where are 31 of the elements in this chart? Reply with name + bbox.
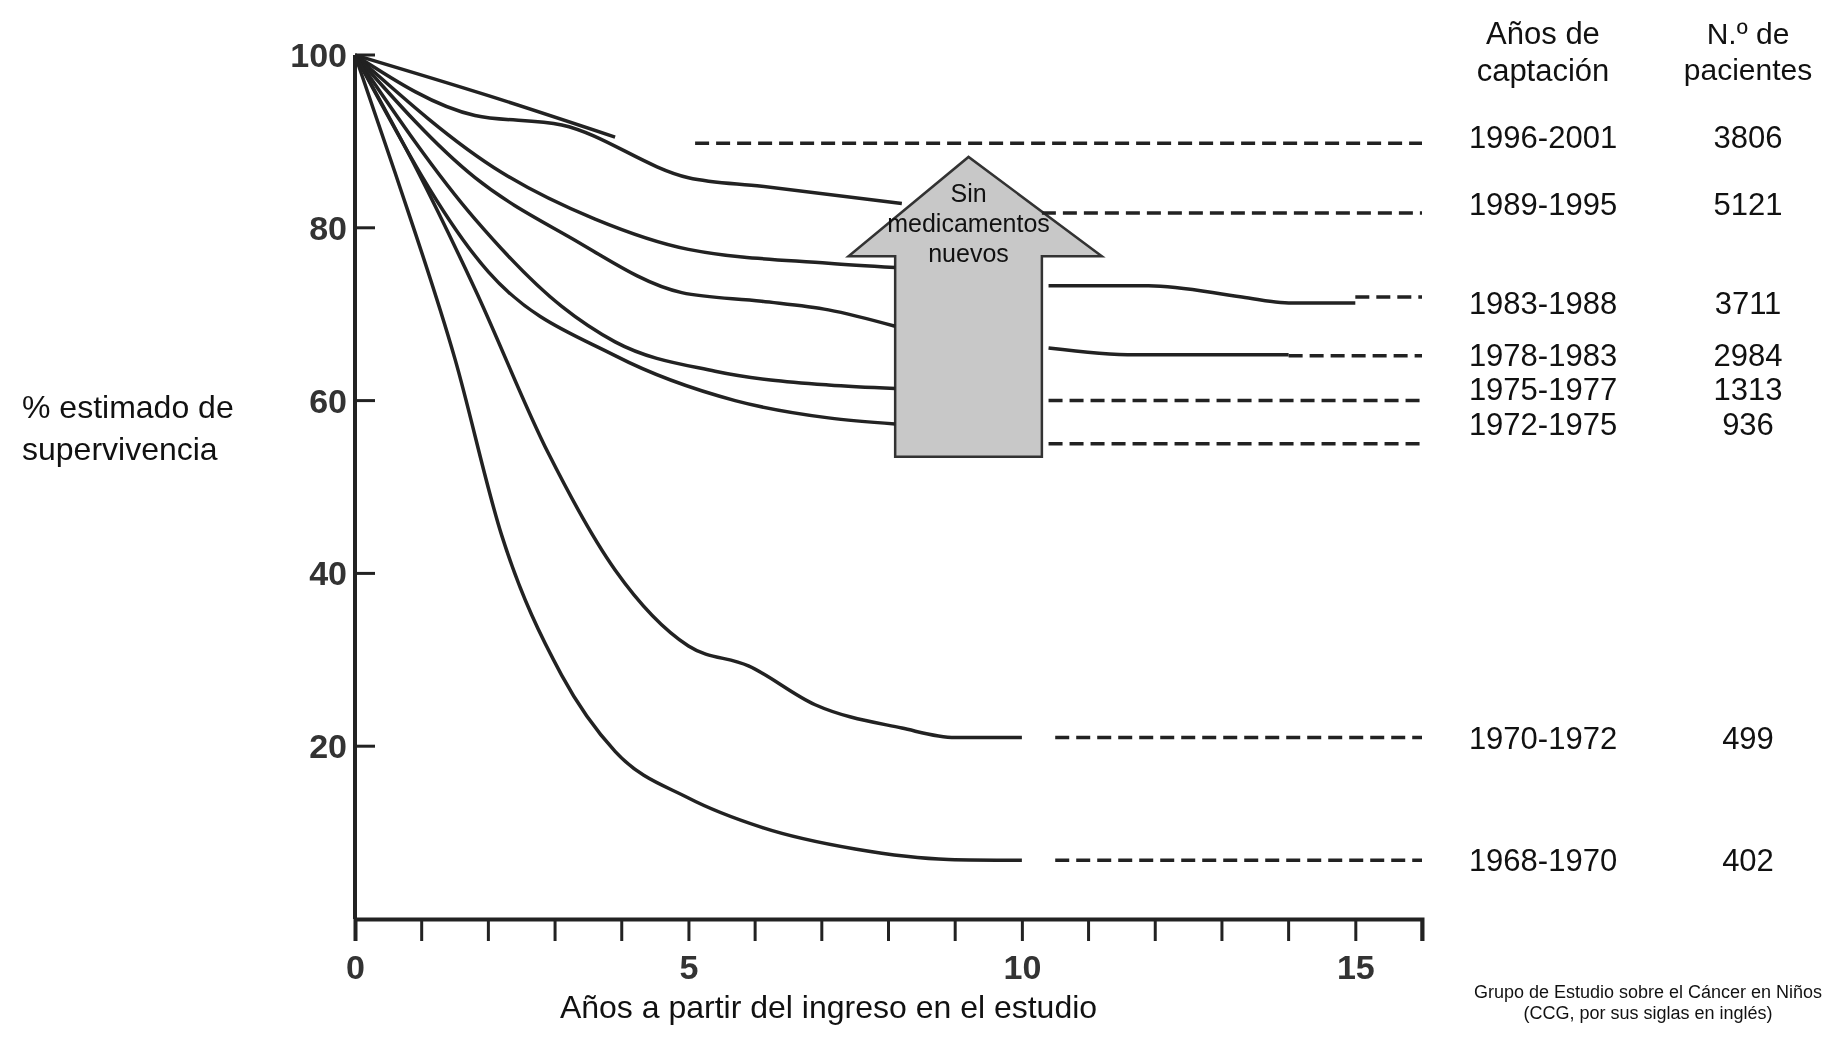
y-tick-label: 60 (309, 381, 347, 420)
text: 5121 (1713, 186, 1783, 222)
text: 1975-1977 (1468, 371, 1618, 407)
text: 402 (1722, 843, 1774, 879)
y-tick-label: 100 (290, 36, 347, 74)
y-tick-label: 20 (309, 727, 347, 766)
text: Grupo de Estudio sobre el Cáncer en Niños (CCG, por sus siglas en inglés) (1473, 982, 1823, 1023)
annotation: Sin medicamentos nuevos (887, 178, 1050, 267)
text: 1970-1972 (1468, 720, 1618, 756)
x-tick-label: 15 (1336, 948, 1375, 987)
x-tick-label: 0 (346, 948, 365, 987)
text: 1972-1975 (1468, 406, 1618, 442)
text: 3711 (1714, 285, 1782, 321)
text: 1996-2001 (1468, 120, 1618, 156)
x-axis-title: Años a partir del ingreso en el estudio (559, 989, 1098, 1025)
x-tick-label: 5 (679, 948, 699, 987)
text: 1989-1995 (1468, 186, 1618, 222)
y-axis-title: % estimado de supervivencia (22, 389, 234, 467)
x-tick-label: 10 (1003, 948, 1042, 987)
y-tick-label: 40 (309, 554, 347, 593)
text: 1983-1988 (1468, 285, 1618, 321)
text: 499 (1722, 720, 1774, 756)
text: 2984 (1713, 337, 1783, 373)
text: 1968-1970 (1468, 843, 1618, 879)
text: 936 (1722, 406, 1774, 442)
text: 1978-1983 (1468, 337, 1618, 373)
text: 3806 (1713, 120, 1783, 156)
text: N.º de pacientes (1683, 17, 1813, 86)
text: 1313 (1713, 371, 1783, 407)
y-tick-label: 80 (309, 208, 347, 247)
legend-title: Años de captación (1476, 16, 1610, 89)
